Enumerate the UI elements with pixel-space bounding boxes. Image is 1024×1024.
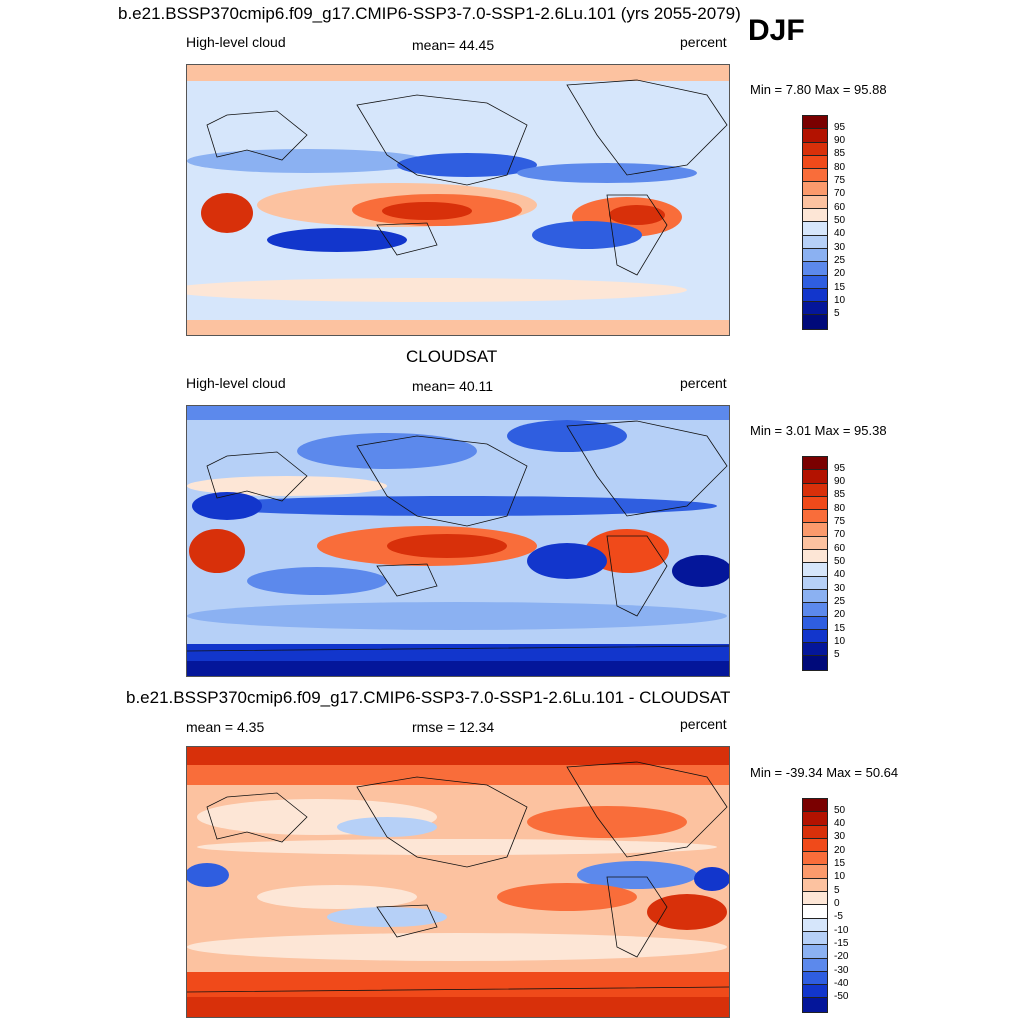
tick-label: 30 <box>834 831 846 842</box>
tick-label: 20 <box>834 845 846 856</box>
tick-label: 10 <box>834 295 846 306</box>
tick-label: 95 <box>834 122 846 133</box>
tick-label: 25 <box>834 596 846 607</box>
colorbar <box>802 456 828 671</box>
tick-label: 95 <box>834 463 846 474</box>
tick-label: 85 <box>834 148 846 159</box>
tick-label: 90 <box>834 135 846 146</box>
tick-label: -50 <box>834 991 849 1002</box>
rmse-label: rmse = 12.34 <box>412 719 495 735</box>
tick-label: 60 <box>834 202 846 213</box>
tick-label: 30 <box>834 242 846 253</box>
units-label: percent <box>680 34 727 50</box>
tick-label: 40 <box>834 818 846 829</box>
tick-label: -5 <box>834 911 843 922</box>
colorbar <box>802 798 828 1013</box>
tick-label: 40 <box>834 228 846 239</box>
tick-label: 75 <box>834 175 846 186</box>
tick-label: 0 <box>834 898 840 909</box>
tick-label: -20 <box>834 951 849 962</box>
tick-label: -40 <box>834 978 849 989</box>
tick-label: 50 <box>834 805 846 816</box>
mean-label: mean = 4.35 <box>186 719 265 735</box>
tick-label: 50 <box>834 215 846 226</box>
panel-title: b.e21.BSSP370cmip6.f09_g17.CMIP6-SSP3-7.… <box>126 688 731 707</box>
tick-label: 10 <box>834 636 846 647</box>
tick-label: 90 <box>834 476 846 487</box>
variable-label: High-level cloud <box>186 375 286 391</box>
tick-label: 15 <box>834 858 846 869</box>
tick-label: 80 <box>834 503 846 514</box>
tick-label: 25 <box>834 255 846 266</box>
tick-label: 15 <box>834 282 846 293</box>
panel-title: b.e21.BSSP370cmip6.f09_g17.CMIP6-SSP3-7.… <box>118 4 741 23</box>
map-plot <box>186 405 730 677</box>
units-label: percent <box>680 716 727 732</box>
tick-label: 40 <box>834 569 846 580</box>
tick-label: 50 <box>834 556 846 567</box>
tick-label: 20 <box>834 609 846 620</box>
tick-label: 30 <box>834 583 846 594</box>
tick-label: 60 <box>834 543 846 554</box>
mean-label: mean= 40.11 <box>412 378 494 394</box>
tick-label: 15 <box>834 623 846 634</box>
tick-label: -30 <box>834 965 849 976</box>
contour-map <box>187 65 729 335</box>
map-plot <box>186 64 730 336</box>
tick-label: -10 <box>834 925 849 936</box>
map-plot <box>186 746 730 1018</box>
colorbar <box>802 115 828 330</box>
units-label: percent <box>680 375 727 391</box>
tick-label: 70 <box>834 529 846 540</box>
tick-label: 5 <box>834 885 840 896</box>
contour-map <box>187 406 729 676</box>
season-label: DJF <box>748 14 805 47</box>
tick-label: 85 <box>834 489 846 500</box>
tick-label: 20 <box>834 268 846 279</box>
mean-label: mean= 44.45 <box>412 37 495 53</box>
contour-map <box>187 747 729 1017</box>
tick-label: 5 <box>834 649 840 660</box>
minmax-label: Min = 7.80 Max = 95.88 <box>750 82 887 97</box>
tick-label: 75 <box>834 516 846 527</box>
minmax-label: Min = 3.01 Max = 95.38 <box>750 423 887 438</box>
tick-label: 70 <box>834 188 846 199</box>
tick-label: 80 <box>834 162 846 173</box>
tick-label: 5 <box>834 308 840 319</box>
variable-label: High-level cloud <box>186 34 286 50</box>
minmax-label: Min = -39.34 Max = 50.64 <box>750 765 899 780</box>
tick-label: -15 <box>834 938 849 949</box>
tick-label: 10 <box>834 871 846 882</box>
panel-title: CLOUDSAT <box>406 347 498 366</box>
